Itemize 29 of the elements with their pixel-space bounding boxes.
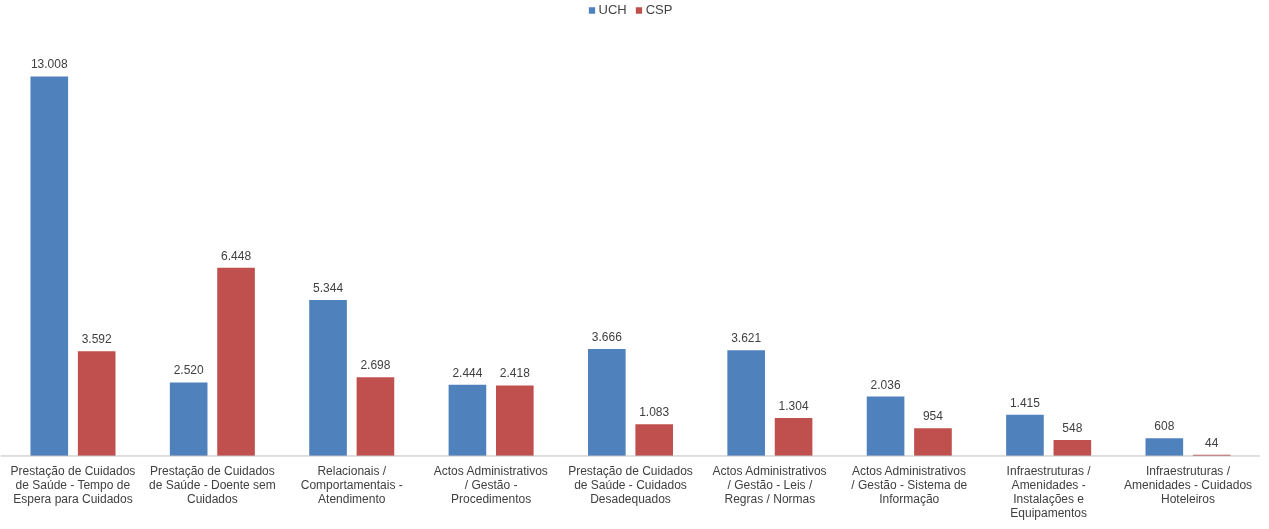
data-label: 1.304 bbox=[778, 398, 809, 413]
x-tick-label: Prestação de Cuidados de Saúde - Cuidados Desadequados bbox=[568, 463, 693, 506]
data-label: 44 bbox=[1205, 435, 1219, 450]
data-label: 954 bbox=[922, 409, 944, 424]
x-tick-label: Relacionais / Comportamentais - Atendimento bbox=[300, 463, 403, 506]
data-label: 5.344 bbox=[313, 281, 344, 296]
data-label: 2.520 bbox=[173, 363, 204, 378]
x-tick-label: Infraestruturas / Amenidades - Instalações e Equipamentos bbox=[1006, 463, 1092, 520]
data-label: 2.698 bbox=[360, 358, 391, 373]
x-tick-label: Actos Administrativos / Gestão - Leis / Regras / Normas bbox=[712, 463, 827, 506]
legend-label: CSP bbox=[645, 2, 673, 17]
x-tick-label: Actos Administrativos / Gestão - Sistema de Informação bbox=[851, 463, 968, 506]
data-label: 6.448 bbox=[221, 248, 252, 263]
x-tick-label: Prestação de Cuidados de Saúde - Doente sem Cuidados bbox=[148, 463, 276, 506]
data-label: 2.444 bbox=[452, 365, 483, 380]
x-tick-label: Infraestruturas / Amenidades - Cuidados Hoteleiros bbox=[1123, 463, 1253, 506]
data-label: 13.008 bbox=[30, 57, 68, 72]
data-label: 1.415 bbox=[1009, 395, 1041, 410]
data-label: 2.418 bbox=[499, 366, 531, 381]
data-label: 2.036 bbox=[870, 377, 901, 392]
x-tick-label: Prestação de Cuidados de Saúde - Tempo de Espera para Cuidados bbox=[10, 463, 136, 506]
data-label: 608 bbox=[1154, 419, 1175, 434]
data-label: 1.083 bbox=[639, 405, 670, 420]
x-tick-label: Actos Administrativos / Gestão - Procedimentos bbox=[433, 463, 548, 506]
data-label: 3.592 bbox=[81, 332, 113, 347]
legend-label: UCH bbox=[598, 2, 627, 17]
data-label: 3.621 bbox=[731, 331, 762, 346]
data-label: 3.666 bbox=[591, 330, 623, 344]
data-label: 548 bbox=[1062, 420, 1083, 435]
